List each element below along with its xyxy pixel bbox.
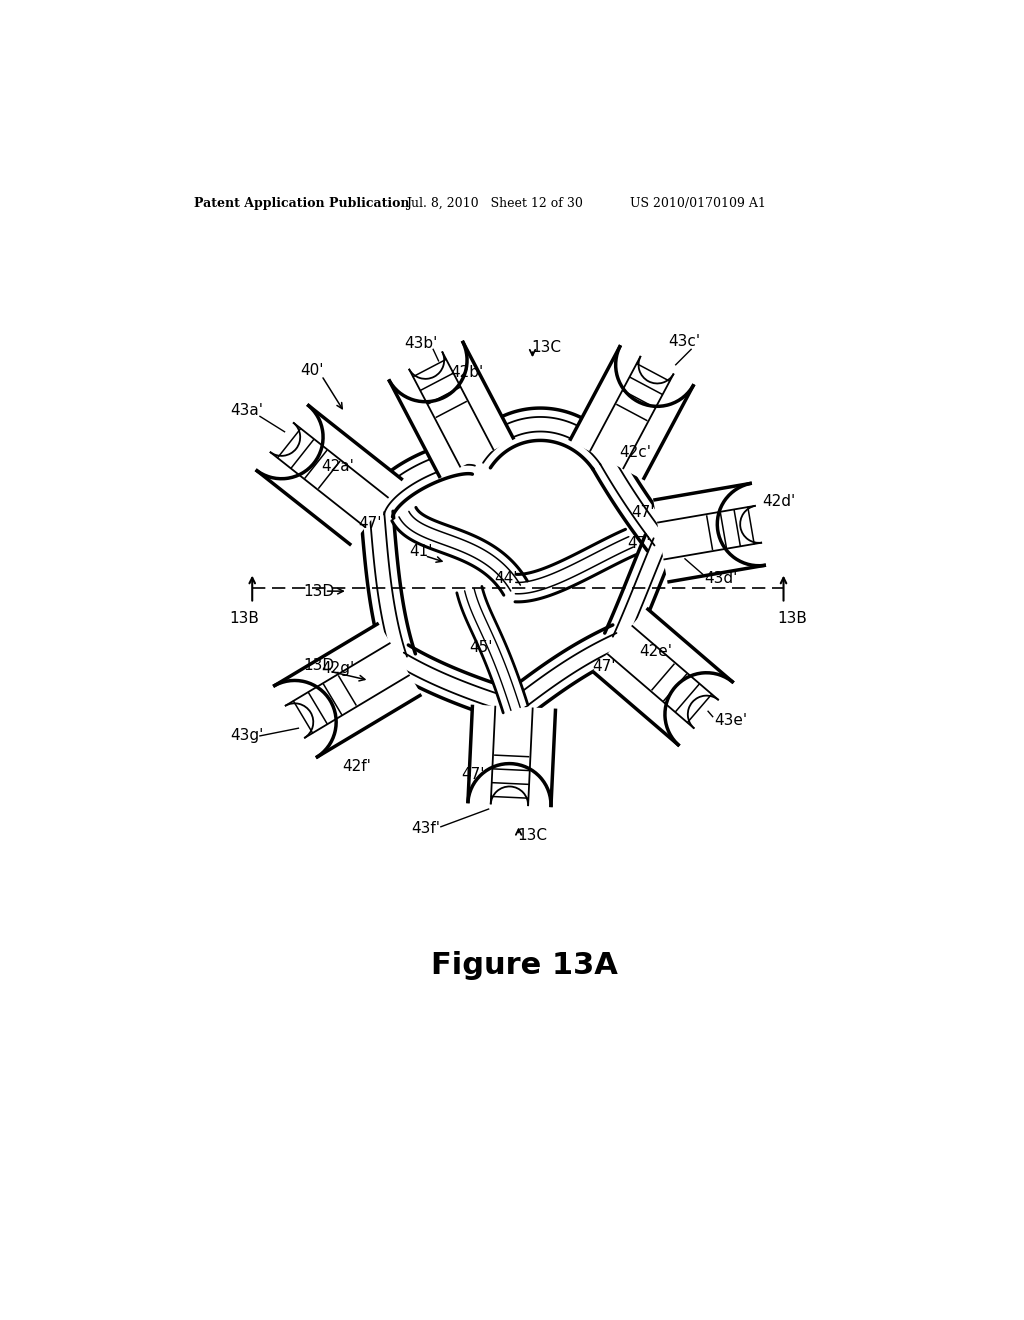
Text: 43f': 43f'	[412, 821, 440, 836]
Text: 13C: 13C	[517, 829, 547, 843]
Text: 13B: 13B	[777, 611, 807, 627]
Polygon shape	[361, 441, 481, 517]
Text: 41': 41'	[410, 544, 433, 558]
Polygon shape	[593, 453, 673, 550]
Polygon shape	[504, 624, 627, 719]
Text: 45': 45'	[469, 640, 493, 655]
Text: US 2010/0170109 A1: US 2010/0170109 A1	[630, 197, 765, 210]
Text: 13C: 13C	[531, 339, 561, 355]
Text: 47': 47'	[462, 767, 485, 781]
Text: 42g': 42g'	[322, 660, 354, 676]
Polygon shape	[360, 511, 416, 664]
Polygon shape	[256, 404, 402, 545]
Text: 13D: 13D	[304, 583, 335, 599]
Polygon shape	[389, 341, 514, 478]
Polygon shape	[457, 586, 528, 713]
Text: 47': 47'	[631, 506, 654, 520]
Polygon shape	[464, 408, 620, 470]
Text: 13D: 13D	[304, 657, 335, 673]
Text: 43d': 43d'	[705, 570, 737, 586]
Polygon shape	[468, 764, 551, 807]
Polygon shape	[605, 535, 675, 647]
Text: 42f': 42f'	[342, 759, 371, 775]
Text: 43g': 43g'	[230, 729, 264, 743]
Polygon shape	[653, 483, 766, 582]
Polygon shape	[717, 483, 766, 566]
Text: 43c': 43c'	[668, 334, 700, 350]
Text: 47': 47'	[593, 659, 616, 675]
Text: 42b': 42b'	[451, 364, 483, 380]
Text: 42d': 42d'	[762, 494, 796, 508]
Text: Patent Application Publication: Patent Application Publication	[194, 197, 410, 210]
Polygon shape	[468, 705, 556, 807]
Polygon shape	[593, 609, 733, 746]
Text: 43b': 43b'	[404, 335, 438, 351]
Polygon shape	[392, 507, 527, 595]
Text: 42c': 42c'	[620, 445, 651, 461]
Polygon shape	[515, 529, 637, 602]
Text: 40': 40'	[300, 363, 324, 378]
Text: 43a': 43a'	[230, 404, 263, 418]
Text: Jul. 8, 2010   Sheet 12 of 30: Jul. 8, 2010 Sheet 12 of 30	[407, 197, 583, 210]
Polygon shape	[389, 341, 467, 401]
Polygon shape	[569, 346, 694, 479]
Polygon shape	[256, 404, 323, 479]
Polygon shape	[273, 681, 336, 758]
Text: 42a': 42a'	[322, 459, 354, 474]
Polygon shape	[273, 623, 422, 758]
Text: Figure 13A: Figure 13A	[431, 950, 618, 979]
Polygon shape	[665, 673, 733, 746]
Polygon shape	[392, 645, 519, 722]
Text: 44': 44'	[494, 572, 517, 586]
Text: 47': 47'	[358, 516, 382, 531]
Text: 13B: 13B	[229, 611, 259, 627]
Polygon shape	[615, 346, 694, 407]
Text: 47': 47'	[628, 536, 650, 550]
Text: 43e': 43e'	[714, 713, 748, 729]
Text: 42e': 42e'	[639, 644, 672, 659]
